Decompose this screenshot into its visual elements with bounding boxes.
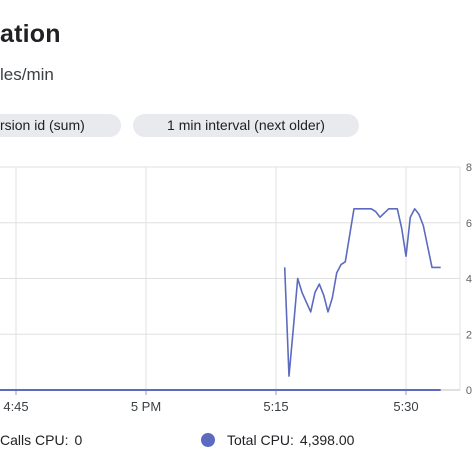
page-subtitle: les/min [0,65,54,84]
y-tick-label: 2 [466,329,472,341]
x-tick-label: 5 PM [131,399,161,414]
legend-label-total-cpu: Total CPU: [227,432,294,448]
legend-value-calls-cpu: 0 [74,432,83,448]
chart-grid [0,166,460,391]
y-tick-label: 8 [466,162,472,174]
y-tick-label: 0 [466,385,472,397]
series-line-total-cpu [283,208,441,377]
page-title: ation [0,20,61,48]
x-tick-label: 4:45 [3,399,28,414]
y-tick-label: 6 [466,218,472,230]
legend-label-calls-cpu: Calls CPU: [0,432,69,448]
legend-item-calls-cpu: Calls CPU: 0 [0,432,82,448]
x-tick-label: 5:15 [263,399,288,414]
y-tick-labels: 8 6 4 2 0 [466,162,472,397]
legend-value-total-cpu: 4,398.00 [299,432,355,448]
chart-series [0,208,441,391]
interval-chip[interactable]: 1 min interval (next older) [133,114,359,137]
chart-axis [0,167,461,395]
x-tick-label: 5:30 [393,399,418,414]
aggregation-chip[interactable]: rsion id (sum) [0,114,121,137]
legend-item-total-cpu: Total CPU: 4,398.00 [201,432,354,448]
y-tick-label: 4 [466,274,472,286]
x-tick-labels: 4:45 5 PM 5:15 5:30 [3,399,418,414]
legend-dot-icon [201,433,215,447]
